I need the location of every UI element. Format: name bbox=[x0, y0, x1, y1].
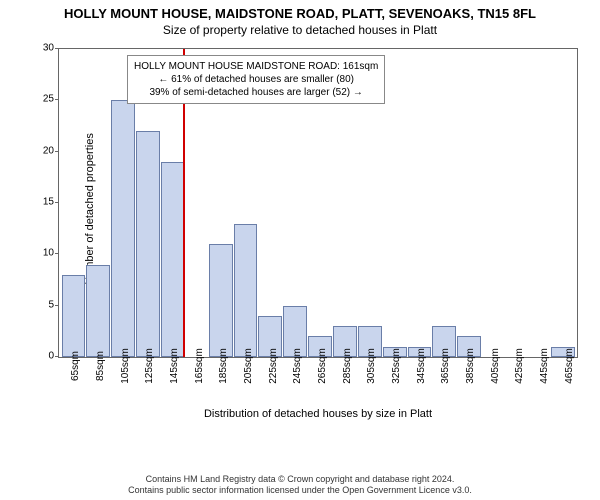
y-tick-label: 25 bbox=[28, 94, 54, 105]
x-tick-label: 465sqm bbox=[564, 348, 575, 384]
bar bbox=[62, 275, 86, 357]
y-tick-label: 10 bbox=[28, 248, 54, 259]
chart-area: Number of detached properties HOLLY MOUN… bbox=[58, 48, 578, 418]
y-tick-label: 5 bbox=[28, 299, 54, 310]
x-tick-label: 145sqm bbox=[169, 348, 180, 384]
x-tick-label: 205sqm bbox=[243, 348, 254, 384]
x-tick-label: 165sqm bbox=[194, 348, 205, 384]
x-tick-label: 365sqm bbox=[440, 348, 451, 384]
y-tick-mark bbox=[55, 253, 59, 254]
x-tick-label: 345sqm bbox=[416, 348, 427, 384]
x-tick-label: 405sqm bbox=[490, 348, 501, 384]
x-tick-label: 185sqm bbox=[218, 348, 229, 384]
bar bbox=[86, 265, 110, 357]
x-axis-label: Distribution of detached houses by size … bbox=[58, 408, 578, 420]
y-tick-mark bbox=[55, 305, 59, 306]
bar bbox=[111, 100, 135, 357]
annotation-box: HOLLY MOUNT HOUSE MAIDSTONE ROAD: 161sqm… bbox=[127, 55, 385, 104]
x-tick-label: 305sqm bbox=[366, 348, 377, 384]
footer-line1: Contains HM Land Registry data © Crown c… bbox=[0, 474, 600, 485]
y-tick-label: 0 bbox=[28, 351, 54, 362]
x-tick-label: 65sqm bbox=[70, 351, 81, 381]
x-tick-label: 105sqm bbox=[120, 348, 131, 384]
footer-line2: Contains public sector information licen… bbox=[0, 485, 600, 496]
x-tick-label: 225sqm bbox=[268, 348, 279, 384]
y-tick-label: 15 bbox=[28, 197, 54, 208]
annotation-line3: 39% of semi-detached houses are larger (… bbox=[134, 86, 378, 99]
x-tick-label: 385sqm bbox=[465, 348, 476, 384]
x-tick-label: 85sqm bbox=[95, 351, 106, 381]
y-tick-mark bbox=[55, 151, 59, 152]
x-tick-label: 125sqm bbox=[144, 348, 155, 384]
y-tick-label: 20 bbox=[28, 145, 54, 156]
y-ticks: 051015202530 bbox=[28, 48, 54, 358]
annotation-line2: ← 61% of detached houses are smaller (80… bbox=[134, 73, 378, 86]
plot-region: HOLLY MOUNT HOUSE MAIDSTONE ROAD: 161sqm… bbox=[58, 48, 578, 358]
bar bbox=[161, 162, 185, 357]
bar bbox=[209, 244, 233, 357]
x-tick-label: 245sqm bbox=[292, 348, 303, 384]
y-tick-mark bbox=[55, 48, 59, 49]
x-tick-label: 325sqm bbox=[391, 348, 402, 384]
y-tick-mark bbox=[55, 99, 59, 100]
footer-attribution: Contains HM Land Registry data © Crown c… bbox=[0, 474, 600, 496]
bar bbox=[234, 224, 258, 357]
y-tick-label: 30 bbox=[28, 43, 54, 54]
title-sub: Size of property relative to detached ho… bbox=[0, 23, 600, 37]
y-tick-mark bbox=[55, 202, 59, 203]
x-tick-label: 445sqm bbox=[539, 348, 550, 384]
title-main: HOLLY MOUNT HOUSE, MAIDSTONE ROAD, PLATT… bbox=[0, 0, 600, 21]
annotation-line1: HOLLY MOUNT HOUSE MAIDSTONE ROAD: 161sqm bbox=[134, 60, 378, 73]
chart-container: HOLLY MOUNT HOUSE, MAIDSTONE ROAD, PLATT… bbox=[0, 0, 600, 500]
bar bbox=[136, 131, 160, 357]
x-tick-label: 265sqm bbox=[317, 348, 328, 384]
x-tick-label: 425sqm bbox=[514, 348, 525, 384]
x-tick-label: 285sqm bbox=[342, 348, 353, 384]
y-tick-mark bbox=[55, 356, 59, 357]
